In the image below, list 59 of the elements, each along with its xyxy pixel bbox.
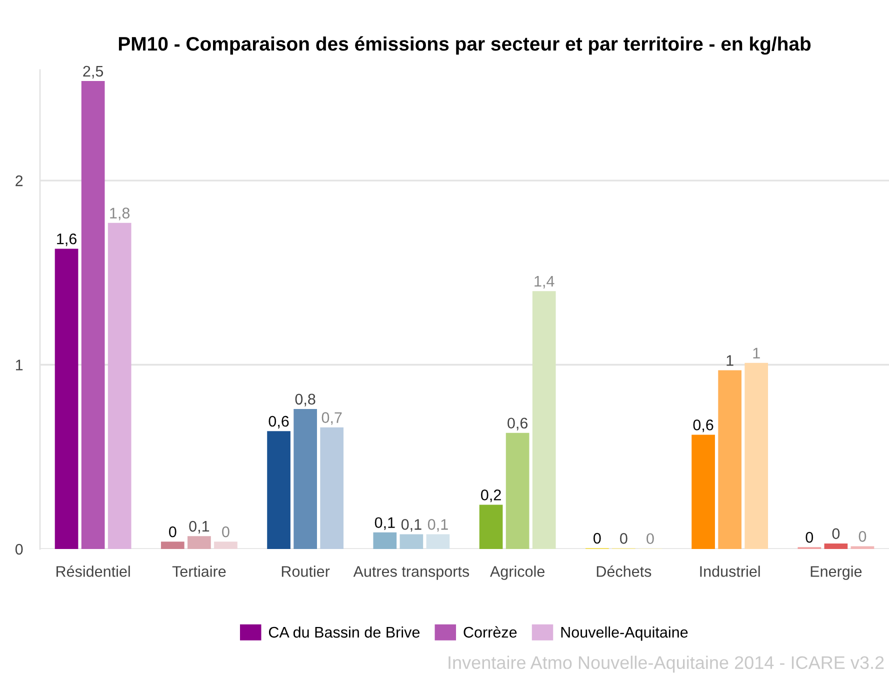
data-label: 1,4 (534, 276, 554, 288)
bar (373, 532, 397, 549)
bar (320, 427, 344, 549)
data-label: 0 (620, 533, 628, 544)
data-label: 0,1 (189, 520, 210, 534)
data-label: 0 (832, 528, 840, 540)
data-label: 0,6 (693, 420, 714, 432)
y-tick-label: 0 (15, 544, 23, 555)
data-label: 2,5 (83, 66, 104, 78)
x-tick-label: Autres transports (353, 566, 470, 580)
data-label: 1 (753, 348, 760, 358)
bar (850, 546, 874, 549)
bar (188, 536, 211, 549)
bar (108, 222, 132, 549)
data-label: 0,2 (481, 490, 501, 502)
x-tick-label: Industriel (700, 566, 760, 577)
data-label: 1 (726, 355, 734, 366)
data-label: 0,1 (374, 517, 395, 530)
x-tick-label: Agricole (490, 566, 544, 580)
data-label: 0,8 (295, 394, 316, 406)
data-label: 0,7 (322, 412, 342, 425)
bar (160, 542, 184, 549)
bar (400, 534, 424, 549)
data-label: 0 (169, 526, 176, 538)
data-label: 1,8 (110, 208, 130, 220)
bar (294, 408, 317, 549)
data-label: 0 (222, 526, 230, 538)
bar (824, 543, 848, 549)
bar (54, 248, 78, 549)
bar (81, 81, 105, 549)
chart-title: PM10 - Comparaison des émissions par secteur et par territoire - en kg/hab (118, 36, 811, 55)
bar (744, 362, 768, 549)
bar (718, 370, 742, 549)
bar (267, 431, 290, 549)
legend-label: Corrèze (464, 626, 517, 638)
bar (692, 434, 715, 549)
y-tick-label: 2 (16, 175, 23, 186)
data-label: 0,6 (268, 416, 289, 428)
data-label: 0 (806, 532, 814, 543)
x-tick-label: Déchets (596, 565, 652, 577)
data-label: 1,6 (57, 233, 76, 246)
legend-label: CA du Bassin de Brive (268, 626, 420, 638)
y-tick-label: 1 (16, 360, 23, 370)
data-label: 0,1 (401, 519, 422, 532)
bar (506, 432, 530, 549)
x-tick-label: Routier (282, 566, 330, 577)
x-tick-label: Energie (810, 566, 862, 580)
bar (532, 291, 556, 549)
x-tick-label: Tertiaire (172, 566, 226, 577)
x-tick-label: Résidentiel (56, 565, 130, 577)
bar (479, 504, 503, 549)
data-label: 0 (646, 533, 654, 544)
data-label: 0 (858, 531, 866, 542)
data-label: 0,6 (508, 418, 528, 430)
data-label: 0 (594, 532, 601, 544)
data-label: 0,1 (428, 519, 448, 532)
legend-label: Nouvelle-Aquitaine (561, 626, 688, 641)
bar (214, 542, 238, 549)
bar (426, 534, 450, 549)
